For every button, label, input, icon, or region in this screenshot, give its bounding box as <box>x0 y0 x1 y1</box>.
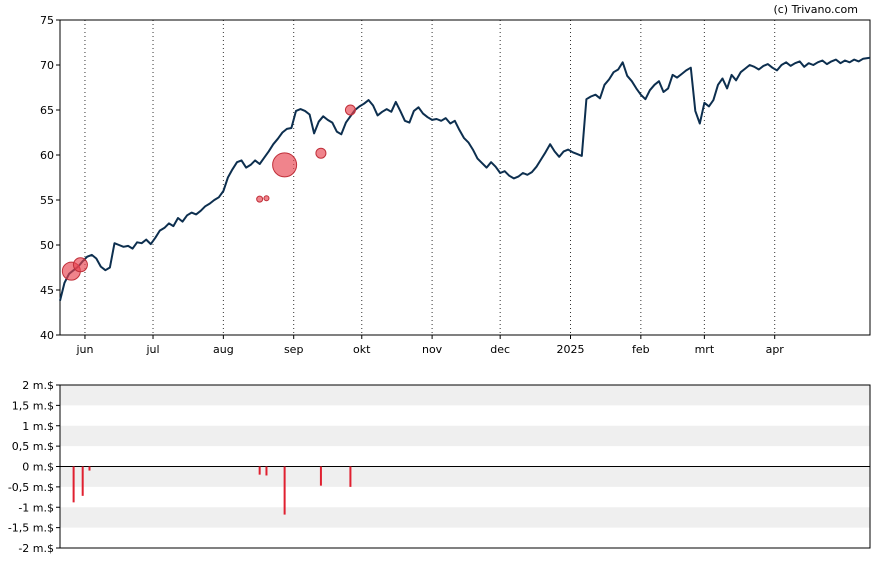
copyright-label: (c) Trivano.com <box>773 3 858 16</box>
volume-y-tick-label: 1,5 m.$ <box>12 399 54 412</box>
trade-bar <box>349 466 352 487</box>
x-tick-label: 2025 <box>557 343 585 356</box>
trade-bubble <box>72 257 88 273</box>
volume-band <box>60 507 870 528</box>
volume-band <box>60 425 870 447</box>
x-tick-label: feb <box>632 343 650 356</box>
trade-bar <box>88 466 91 471</box>
y-tick-label: 65 <box>40 104 54 117</box>
volume-y-tick-label: 0 m.$ <box>22 461 54 474</box>
volume-band <box>60 466 870 487</box>
trade-bar <box>265 466 268 476</box>
trade-bar <box>81 466 84 496</box>
y-tick-label: 55 <box>40 194 54 207</box>
x-tick-label: sep <box>284 343 303 356</box>
volume-y-tick-label: -2 m.$ <box>18 542 54 555</box>
volume-y-tick-label: 1 m.$ <box>22 420 54 433</box>
volume-y-tick-label: 2 m.$ <box>22 379 54 392</box>
volume-frame <box>59 384 871 549</box>
trade-bar <box>283 466 286 515</box>
x-tick-label: aug <box>213 343 234 356</box>
price-panel: jun jul aug sep okt nov dec 2025 feb mrt apr 40 45 50… <box>40 14 871 356</box>
x-tick-label: dec <box>490 343 510 356</box>
trade-bar <box>72 466 75 503</box>
trade-bar <box>258 466 261 475</box>
volume-y-tick-label: 0,5 m.$ <box>12 440 54 453</box>
x-tick-label: mrt <box>695 343 715 356</box>
volume-y-tick-label: -1,5 m.$ <box>8 522 54 535</box>
insider-trade-panel: 2 m.$ 1,5 m.$ 1 m.$ 0,5 m.$ 0 m.$ -0,5 m.$ -1 … <box>8 379 871 555</box>
trade-bubble <box>256 195 264 203</box>
trade-bubble <box>344 104 356 116</box>
y-tick-label: 45 <box>40 284 54 297</box>
trade-bar <box>319 466 322 486</box>
y-tick-label: 40 <box>40 329 54 342</box>
x-tick-label: jun <box>75 343 93 356</box>
price-frame <box>59 19 871 336</box>
x-tick-label: nov <box>422 343 443 356</box>
y-tick-label: 70 <box>40 59 54 72</box>
y-tick-label: 75 <box>40 14 54 27</box>
volume-y-tick-label: -1 m.$ <box>18 501 54 514</box>
x-tick-label: apr <box>766 343 785 356</box>
volume-y-tick-label: -0,5 m.$ <box>8 481 54 494</box>
trade-bubble <box>263 195 270 202</box>
y-tick-label: 60 <box>40 149 54 162</box>
price-line <box>59 56 871 302</box>
y-tick-label: 50 <box>40 239 54 252</box>
x-tick-label: jul <box>145 343 159 356</box>
volume-band <box>60 385 870 406</box>
trade-bubble <box>272 152 298 178</box>
trade-bubble <box>315 147 327 159</box>
x-tick-label: okt <box>353 343 371 356</box>
